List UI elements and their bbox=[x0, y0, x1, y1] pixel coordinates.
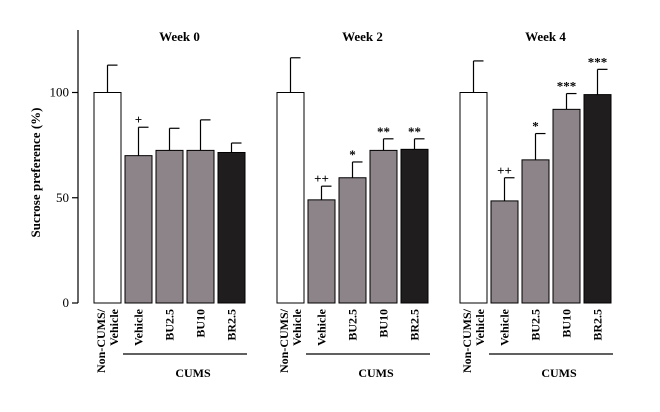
y-tick-label: 0 bbox=[63, 295, 70, 310]
bar bbox=[307, 199, 336, 304]
category-label-line: BR2.5 bbox=[225, 309, 239, 341]
category-label: BU2.5 bbox=[346, 309, 360, 341]
significance-label: *** bbox=[588, 54, 608, 69]
significance-label: ++ bbox=[314, 171, 329, 186]
category-label-line: BR2.5 bbox=[408, 309, 422, 341]
y-tick-label: 100 bbox=[50, 85, 70, 100]
bar bbox=[400, 148, 429, 304]
bar bbox=[155, 149, 184, 304]
category-label: Vehicle bbox=[498, 308, 512, 346]
significance-label: * bbox=[349, 147, 356, 162]
category-label: Non-CUMS/Vehicle bbox=[94, 308, 121, 373]
panel-0: Week 0 Non-CUMS/Vehicle + Vehicle BU2.5 BU10 B… bbox=[93, 29, 247, 380]
bar bbox=[583, 94, 612, 304]
category-label: BU10 bbox=[377, 309, 391, 338]
category-label-line: Vehicle bbox=[315, 308, 329, 346]
category-label-line: BU2.5 bbox=[163, 309, 177, 341]
bar bbox=[93, 92, 122, 304]
category-label: Non-CUMS/Vehicle bbox=[460, 308, 487, 373]
bar bbox=[459, 92, 488, 304]
category-label: BU2.5 bbox=[529, 309, 543, 341]
panel-title: Week 2 bbox=[342, 29, 383, 44]
y-tick-label: 50 bbox=[56, 190, 69, 205]
panel-2: Week 4 Non-CUMS/Vehicle ++ Vehicle * BU2.5 ***… bbox=[459, 29, 613, 380]
category-label-line: BU2.5 bbox=[529, 309, 543, 341]
significance-label: ** bbox=[408, 124, 421, 139]
category-label: BU10 bbox=[560, 309, 574, 338]
significance-label: + bbox=[135, 112, 142, 127]
group-label: CUMS bbox=[358, 366, 394, 380]
bar bbox=[338, 177, 367, 304]
category-label-line: BU10 bbox=[194, 309, 208, 338]
significance-label: * bbox=[532, 119, 539, 134]
axes: 0 50 100 Sucrose preference (%) bbox=[28, 30, 79, 310]
bar bbox=[369, 149, 398, 304]
bar bbox=[124, 155, 153, 304]
y-axis-title: Sucrose preference (%) bbox=[28, 108, 43, 238]
category-label-line: Vehicle bbox=[290, 308, 304, 346]
panel-title: Week 4 bbox=[525, 29, 566, 44]
bar bbox=[490, 200, 519, 304]
category-label-line: Vehicle bbox=[473, 308, 487, 346]
category-label: BR2.5 bbox=[591, 309, 605, 341]
category-label-line: BU10 bbox=[377, 309, 391, 338]
group-label: CUMS bbox=[175, 366, 211, 380]
category-label: BR2.5 bbox=[225, 309, 239, 341]
category-label: Non-CUMS/Vehicle bbox=[277, 308, 304, 373]
significance-label: *** bbox=[557, 79, 577, 94]
category-label-line: Non-CUMS/ bbox=[94, 308, 108, 373]
bar bbox=[217, 151, 246, 304]
panel-1: Week 2 Non-CUMS/Vehicle ++ Vehicle * BU2.5 ** B… bbox=[276, 29, 430, 380]
category-label-line: Vehicle bbox=[498, 308, 512, 346]
category-label: Vehicle bbox=[315, 308, 329, 346]
category-label-line: BU10 bbox=[560, 309, 574, 338]
bar bbox=[276, 92, 305, 304]
bar bbox=[521, 159, 550, 304]
category-label-line: Non-CUMS/ bbox=[277, 308, 291, 373]
category-label-line: Vehicle bbox=[132, 308, 146, 346]
group-label: CUMS bbox=[541, 366, 577, 380]
category-label: BU10 bbox=[194, 309, 208, 338]
bar bbox=[186, 149, 215, 304]
category-label: BU2.5 bbox=[163, 309, 177, 341]
category-label: BR2.5 bbox=[408, 309, 422, 341]
category-label-line: BU2.5 bbox=[346, 309, 360, 341]
panel-title: Week 0 bbox=[159, 29, 200, 44]
significance-label: ** bbox=[377, 124, 390, 139]
category-label: Vehicle bbox=[132, 308, 146, 346]
panels: Week 0 Non-CUMS/Vehicle + Vehicle BU2.5 BU10 B… bbox=[93, 29, 613, 380]
category-label-line: Vehicle bbox=[107, 308, 121, 346]
significance-label: ++ bbox=[497, 163, 512, 178]
category-label-line: BR2.5 bbox=[591, 309, 605, 341]
bar bbox=[552, 108, 581, 304]
category-label-line: Non-CUMS/ bbox=[460, 308, 474, 373]
